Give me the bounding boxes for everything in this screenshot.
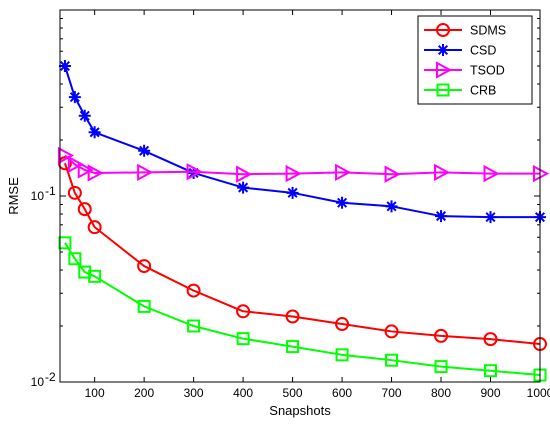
data-point [286,186,299,199]
x-tick-label: 700 [382,386,402,400]
legend-label: CSD [470,44,496,58]
x-tick-label: 900 [480,386,500,400]
data-point [87,164,104,182]
series-line [64,242,541,377]
data-point [77,202,92,217]
data-point [88,126,101,139]
data-point [484,364,498,378]
data-point [434,163,451,182]
data-point [137,163,154,182]
y-tick-base: 10 [31,375,45,389]
x-tick-label: 1000 [527,386,550,400]
data-point [435,210,448,223]
data-point [187,319,201,333]
data-point [336,196,349,209]
data-point [384,165,401,183]
y-axis-ticks: 10-210-1 [31,184,540,389]
x-tick-label: 600 [332,386,352,400]
series-line [64,162,541,346]
data-point [285,164,302,183]
y-tick-base: 10 [31,189,45,203]
data-point [434,328,449,343]
legend-item-csd: CSD [424,44,496,58]
data-point [137,299,151,313]
series-crb [58,236,547,382]
legend-label: TSOD [470,64,505,78]
data-point [385,353,399,367]
y-tick-label: 10 [31,375,45,389]
data-point [335,163,352,182]
data-point [78,109,91,122]
x-tick-label: 200 [134,386,154,400]
x-tick-label: 400 [233,386,253,400]
legend-marker [436,83,450,97]
data-point [385,200,398,213]
legend-item-crb: CRB [424,83,496,98]
x-tick-label: 300 [184,386,204,400]
legend-item-sdms: SDMS [424,23,506,38]
legend-marker [437,44,449,56]
data-point [236,304,251,319]
legend: SDMS CSD TSOD CRB [417,15,533,105]
data-point [434,360,448,374]
x-tick-label: 800 [431,386,451,400]
legend-label: SDMS [470,24,506,38]
data-point [285,309,300,324]
data-point [335,317,350,332]
data-point [484,211,497,224]
data-point [236,165,253,183]
data-point [57,146,75,165]
data-point [88,269,102,283]
x-tick-label: 500 [283,386,303,400]
series-tsod [57,146,550,183]
data-point [186,163,203,181]
legend-label: CRB [470,84,496,98]
data-point [58,236,72,250]
data-point [77,161,94,179]
x-axis-label: Snapshots [269,403,331,418]
data-point [137,259,152,274]
data-point [483,332,498,347]
legend-marker [436,61,453,79]
series-line [64,154,540,176]
series-csd [58,59,546,224]
data-point [335,348,349,362]
data-point [87,220,102,235]
data-point [58,59,71,72]
data-point [67,185,82,200]
data-point [67,155,84,174]
y-axis-label: RMSE [6,177,21,215]
x-tick-label: 100 [85,386,105,400]
series-sdms [57,156,547,352]
data-point [68,252,82,266]
series-layer [57,59,550,382]
data-point [78,265,92,279]
y-tick-exponent: -2 [45,370,56,384]
data-point [68,91,81,104]
legend-item-tsod: TSOD [424,61,505,79]
data-point [138,144,151,157]
data-point [384,324,399,339]
data-point [236,332,250,346]
data-point [187,166,200,179]
data-point [286,340,300,354]
x-axis-ticks: 100 200 300 400 500 600 700 800 900 1000 [85,10,550,400]
data-point [237,181,250,194]
y-tick-exponent: -1 [45,184,56,198]
legend-marker [436,23,450,37]
y-tick-label: 10 [31,189,45,203]
data-point [186,283,201,298]
data-point [483,164,500,183]
